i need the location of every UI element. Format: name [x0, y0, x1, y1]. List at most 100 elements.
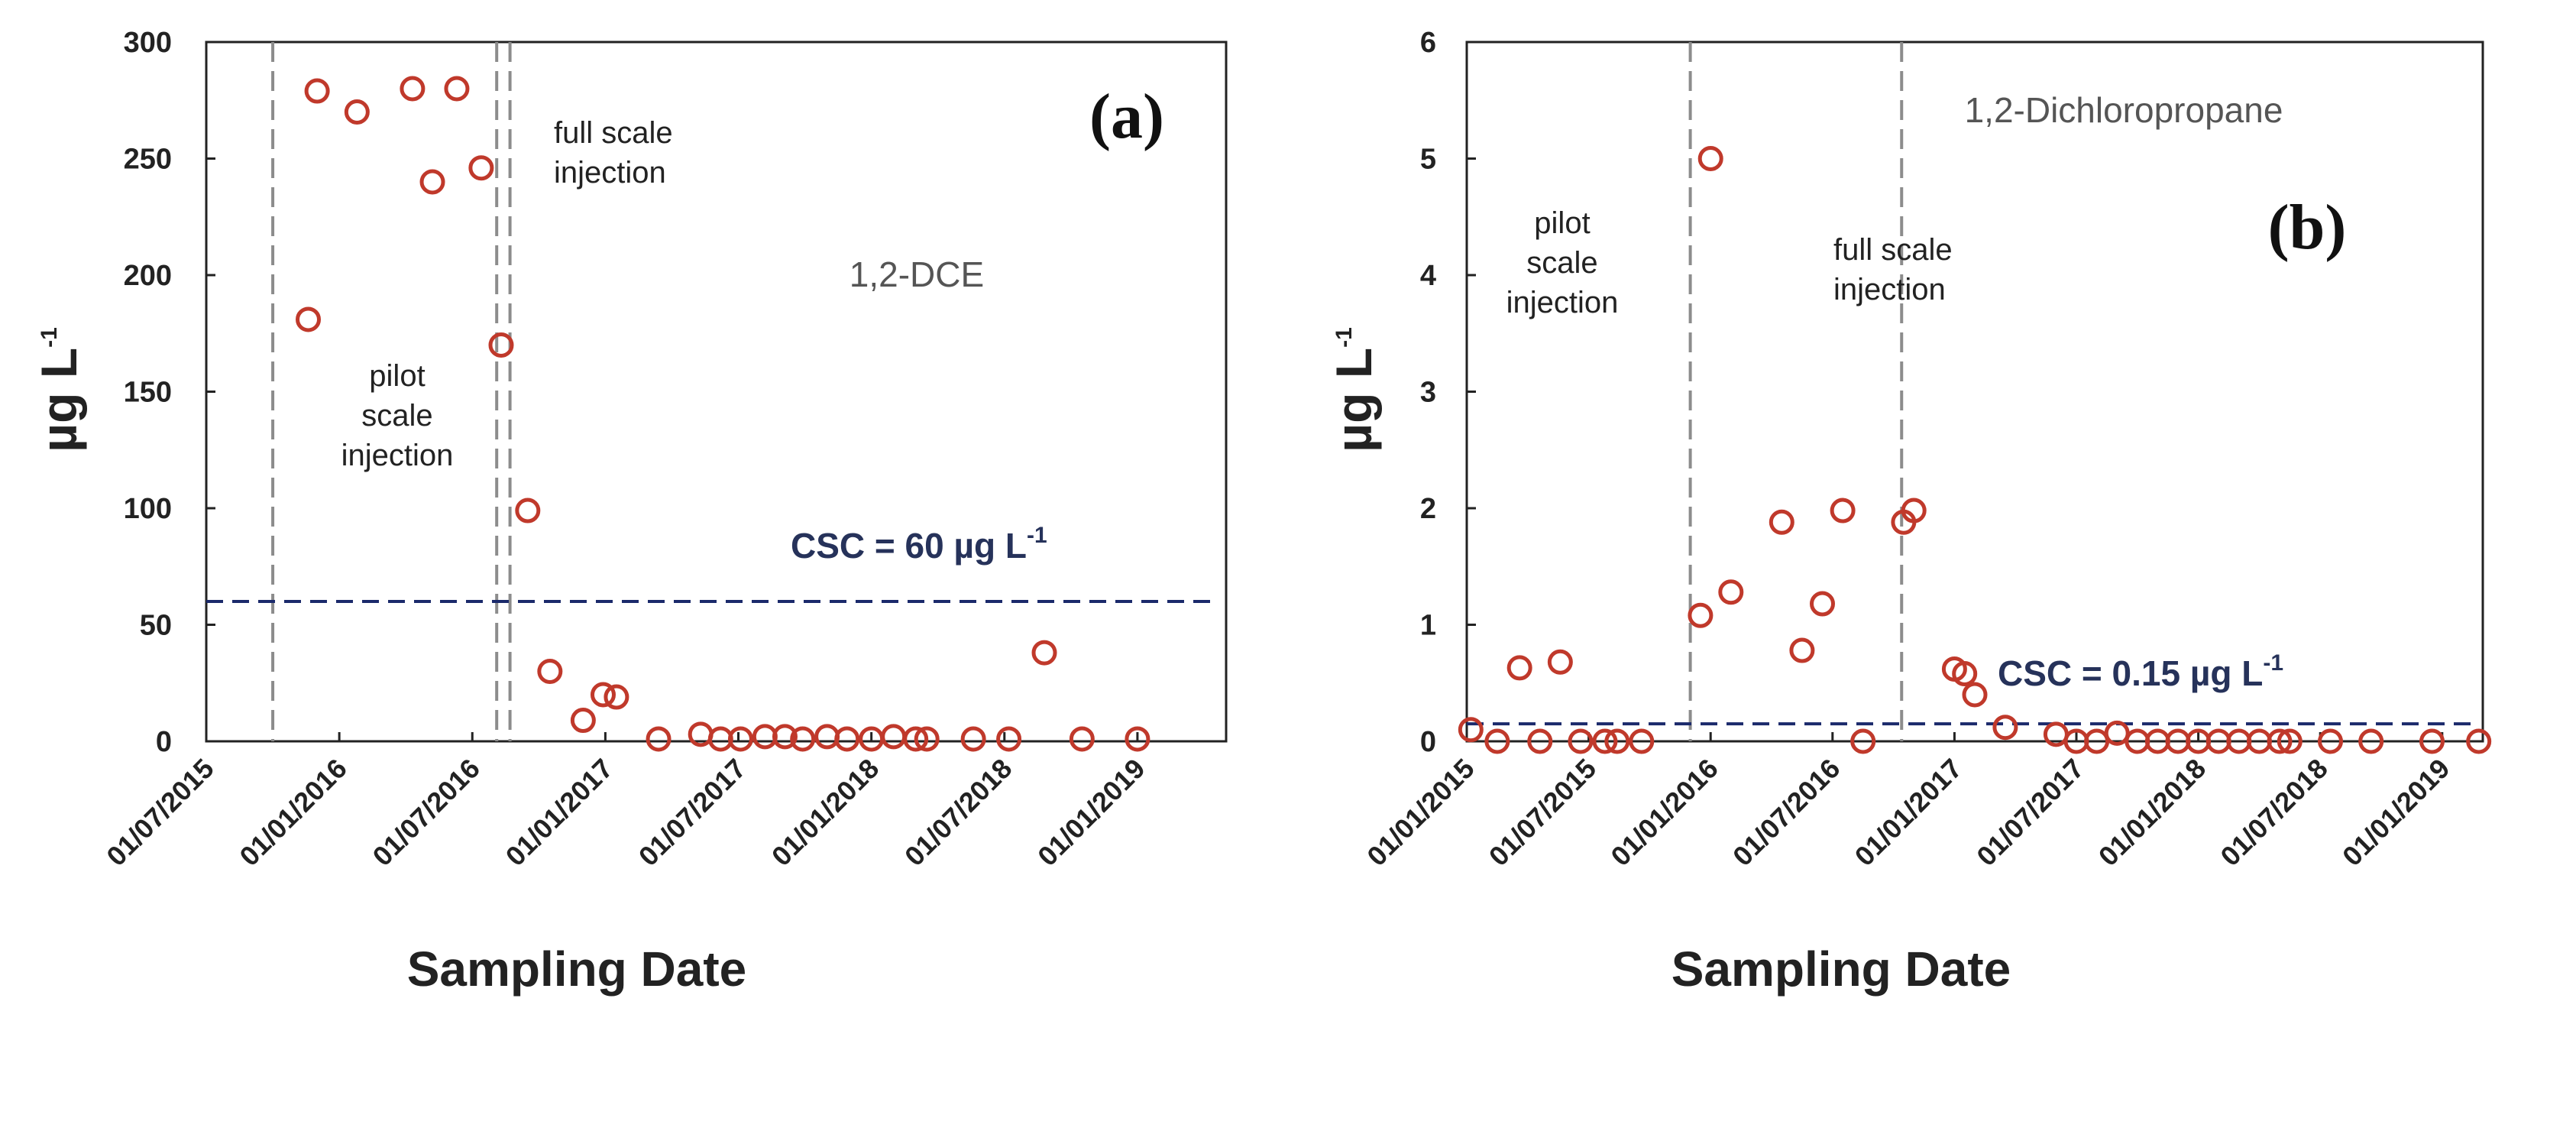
x-tick-label: 01/01/2017 — [1849, 753, 1968, 872]
x-tick-label: 01/01/2019 — [2336, 753, 2455, 872]
data-point — [903, 726, 929, 752]
x-tick-label: 01/07/2018 — [898, 753, 1018, 872]
data-point — [1547, 649, 1573, 675]
y-tick-label: 1 — [1420, 610, 1436, 642]
x-tick-label: 01/01/2016 — [1604, 753, 1723, 872]
data-point — [468, 155, 494, 181]
data-point — [344, 99, 370, 125]
data-point — [1901, 498, 1927, 523]
y-tick-label: 0 — [156, 726, 172, 758]
data-point — [1952, 661, 1978, 687]
panel-label: (b) — [2268, 192, 2347, 263]
data-point — [646, 726, 672, 752]
x-tick-label: 01/01/2018 — [765, 753, 885, 872]
x-tick-label: 01/07/2016 — [1727, 753, 1846, 872]
csc-label-main: CSC = 60 µg L — [791, 526, 1027, 566]
data-point — [1527, 728, 1553, 754]
csc-label-sup: -1 — [2263, 650, 2283, 676]
data-point — [772, 724, 798, 750]
y-tick-label: 300 — [124, 27, 172, 59]
data-point — [1458, 717, 1484, 743]
data-point — [1604, 728, 1630, 754]
data-point — [419, 169, 445, 195]
data-point — [1962, 682, 1988, 708]
csc-label-sup: -1 — [1027, 523, 1047, 548]
data-point — [814, 724, 840, 750]
data-point — [996, 726, 1022, 752]
y-axis-title: µg L-1 — [31, 327, 87, 452]
x-tick-label: 01/01/2019 — [1031, 753, 1150, 872]
data-point — [1506, 655, 1532, 681]
injection-annotation: full scale — [554, 116, 673, 150]
data-point — [727, 726, 753, 752]
data-point — [1850, 728, 1876, 754]
x-axis-title: Sampling Date — [407, 942, 747, 997]
data-point — [960, 726, 986, 752]
data-point — [1992, 715, 2018, 741]
data-point — [400, 76, 426, 102]
y-tick-label: 150 — [124, 377, 172, 409]
data-point — [488, 332, 514, 358]
x-tick-label: 01/01/2017 — [500, 753, 619, 872]
y-axis-title: µg L-1 — [1325, 327, 1382, 452]
x-tick-label: 01/01/2018 — [2092, 753, 2212, 872]
data-point — [914, 726, 940, 752]
y-tick-label: 250 — [124, 144, 172, 176]
compound-label: 1,2-DCE — [849, 254, 984, 294]
data-point — [1069, 726, 1095, 752]
data-point — [1031, 640, 1057, 666]
panel-label: (a) — [1089, 81, 1164, 152]
injection-annotation: scale — [1526, 246, 1597, 280]
data-point — [2358, 728, 2384, 754]
data-point — [2104, 720, 2130, 746]
y-axis-title-sup: -1 — [37, 327, 62, 348]
data-point — [590, 682, 616, 708]
plot-frame-2 — [1465, 41, 2484, 743]
compound-label: 1,2-Dichloropropane — [1965, 90, 2283, 130]
y-tick-label: 50 — [140, 610, 172, 642]
x-tick-label: 01/01/2015 — [1361, 753, 1480, 872]
data-point — [881, 724, 907, 750]
data-point — [1125, 726, 1150, 752]
plot-frame-1 — [205, 41, 1228, 743]
data-point — [296, 306, 321, 332]
y-tick-label: 2 — [1420, 493, 1436, 525]
x-tick-label: 01/07/2015 — [1483, 753, 1602, 872]
data-point — [2267, 728, 2293, 754]
y-tick-label: 3 — [1420, 377, 1436, 409]
data-point — [834, 726, 860, 752]
injection-annotation: pilot — [1534, 206, 1590, 240]
x-axis-title: Sampling Date — [1671, 942, 2011, 997]
injection-annotation: pilot — [369, 359, 425, 393]
y-tick-label: 100 — [124, 493, 172, 525]
y-tick-label: 4 — [1420, 260, 1436, 292]
data-point — [570, 708, 596, 734]
y-tick-label: 0 — [1420, 726, 1436, 758]
data-point — [2419, 728, 2445, 754]
injection-annotation: injection — [1506, 286, 1619, 319]
x-tick-label: 01/07/2016 — [367, 753, 486, 872]
data-point — [1688, 602, 1714, 628]
data-point — [1718, 579, 1744, 605]
data-point — [1484, 728, 1510, 754]
data-point — [1830, 498, 1856, 523]
x-tick-label: 01/07/2015 — [100, 753, 219, 872]
y-tick-label: 200 — [124, 260, 172, 292]
y-tick-label: 5 — [1420, 144, 1436, 176]
injection-annotation: scale — [361, 399, 432, 433]
data-point — [1568, 728, 1594, 754]
x-tick-label: 01/01/2016 — [233, 753, 352, 872]
data-point — [2084, 728, 2110, 754]
y-axis-title-main: µg L — [31, 348, 87, 452]
csc-label: CSC = 0.15 µg L-1 — [1998, 650, 2283, 693]
injection-annotation: injection — [1833, 273, 1946, 306]
data-point — [1789, 637, 1815, 663]
data-point — [2318, 728, 2343, 754]
data-point — [515, 498, 541, 523]
x-tick-label: 01/07/2018 — [2214, 753, 2333, 872]
data-point — [1629, 728, 1655, 754]
injection-annotation: injection — [341, 439, 454, 472]
injection-annotation: full scale — [1833, 233, 1953, 267]
y-axis-title-sup: -1 — [1332, 327, 1357, 348]
data-point — [444, 76, 470, 102]
